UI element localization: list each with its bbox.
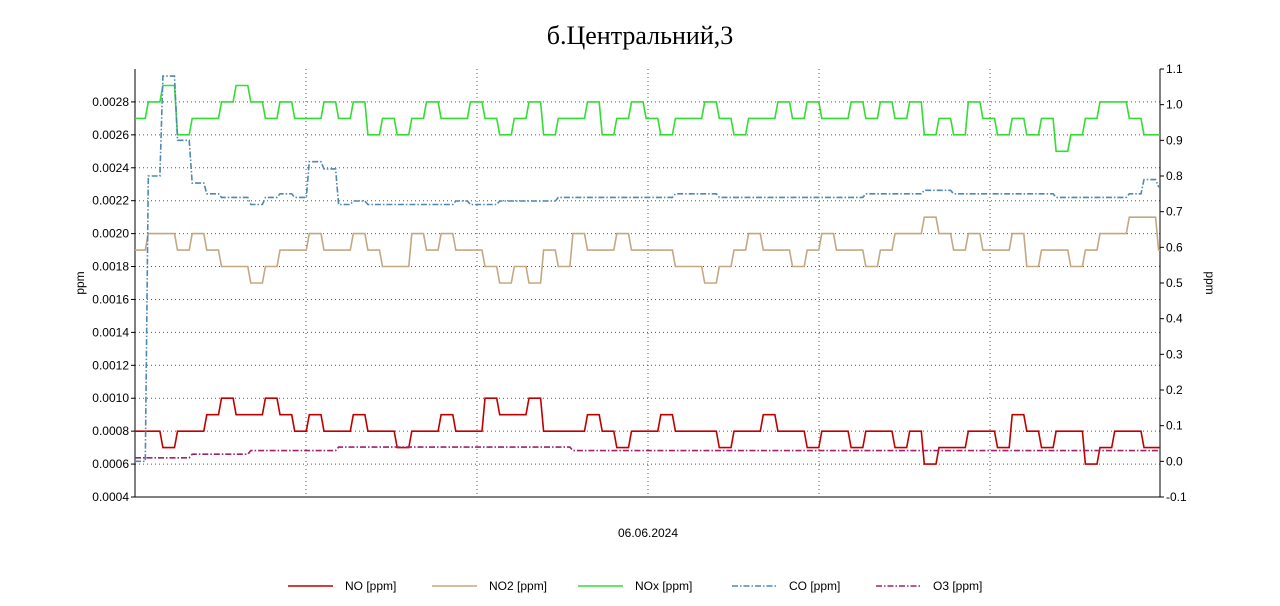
y-tick-label-left: 0.0012 — [92, 358, 129, 372]
y-tick-label-right: -0.1 — [1166, 490, 1187, 504]
y-tick-label-right: 0.0 — [1166, 454, 1183, 468]
legend-label: CO [ppm] — [789, 579, 840, 593]
series-line-nox — [135, 84, 1160, 153]
legend-label: NOx [ppm] — [635, 579, 692, 593]
y-tick-label-right: 0.4 — [1166, 312, 1183, 326]
y-tick-label-left: 0.0028 — [92, 95, 129, 109]
y-axis-label-left: ppm — [73, 271, 87, 294]
y-tick-label-right: 0.3 — [1166, 347, 1183, 361]
y-tick-label-left: 0.0014 — [92, 325, 129, 339]
legend-label: NO2 [ppm] — [489, 579, 547, 593]
y-tick-label-right: 0.6 — [1166, 240, 1183, 254]
legend: NO [ppm] NO2 [ppm] NOx [ppm] CO [ppm] O3 [pp… — [288, 579, 982, 593]
series-line-o3 — [135, 446, 1160, 459]
series-layer — [135, 75, 1160, 465]
y-tick-label-right: 0.8 — [1166, 169, 1183, 183]
y-tick-label-right: 0.2 — [1166, 383, 1183, 397]
legend-label: NO [ppm] — [345, 579, 396, 593]
chart-title: б.Центральний,3 — [547, 21, 733, 50]
y-tick-label-left: 0.0026 — [92, 128, 129, 142]
y-tick-label-left: 0.0022 — [92, 194, 129, 208]
series-line-no2 — [135, 216, 1160, 284]
y-tick-label-left: 0.0008 — [92, 424, 129, 438]
y-tick-label-right: 1.1 — [1166, 62, 1183, 76]
y-tick-label-right: 1.0 — [1166, 98, 1183, 112]
axes: 0.00040.00060.00080.00100.00120.00140.00… — [92, 62, 1187, 504]
y-tick-label-right: 0.1 — [1166, 419, 1183, 433]
y-tick-label-left: 0.0004 — [92, 490, 129, 504]
series-line-no — [135, 397, 1160, 465]
y-tick-label-left: 0.0010 — [92, 391, 129, 405]
y-tick-label-right: 0.7 — [1166, 205, 1183, 219]
y-tick-label-left: 0.0020 — [92, 227, 129, 241]
grid — [135, 69, 1160, 497]
y-tick-label-left: 0.0016 — [92, 292, 129, 306]
y-tick-label-left: 0.0018 — [92, 260, 129, 274]
x-axis-label: 06.06.2024 — [618, 526, 678, 540]
y-tick-label-left: 0.0006 — [92, 457, 129, 471]
y-axis-label-right: ppm — [1203, 271, 1217, 294]
y-tick-label-right: 0.5 — [1166, 276, 1183, 290]
series-line-co — [135, 75, 1160, 463]
y-tick-label-left: 0.0024 — [92, 161, 129, 175]
y-tick-label-right: 0.9 — [1166, 133, 1183, 147]
legend-label: O3 [ppm] — [933, 579, 982, 593]
